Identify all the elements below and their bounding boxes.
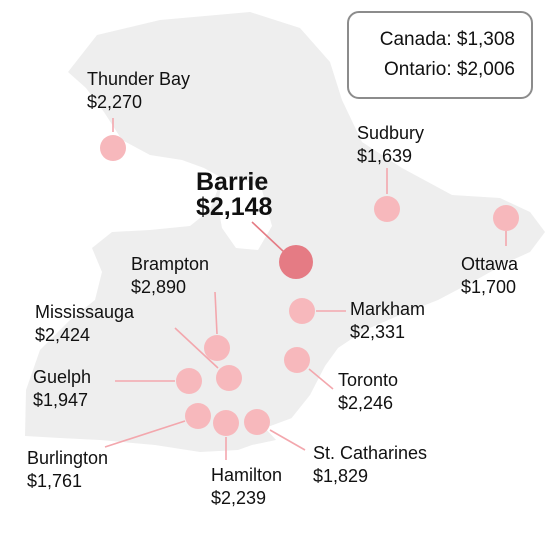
city-name: Mississauga xyxy=(35,302,135,322)
label-markham: Markham $2,331 xyxy=(350,298,425,344)
leader-line-burlington xyxy=(104,420,186,448)
city-rent: $2,424 xyxy=(35,325,91,345)
city-name: Toronto xyxy=(338,370,399,390)
city-name: Markham xyxy=(350,299,426,319)
leader-line-brampton xyxy=(214,291,218,335)
city-dot-guelph xyxy=(176,368,202,394)
label-burlington: Burlington $1,761 xyxy=(27,447,108,493)
city-rent: $1,700 xyxy=(461,277,517,297)
city-name: Barrie xyxy=(196,168,269,196)
city-rent: $1,947 xyxy=(33,390,89,410)
label-mississauga: Mississauga $2,424 xyxy=(35,301,134,347)
city-rent: $2,246 xyxy=(338,393,394,413)
city-name: Ottawa xyxy=(461,254,519,274)
city-name: Brampton xyxy=(131,254,210,274)
label-sudbury: Sudbury $1,639 xyxy=(357,122,424,168)
canada-average-text: Canada: $1,308 xyxy=(379,29,515,50)
summary-box: Canada: $1,308 Ontario: $2,006 xyxy=(347,11,533,99)
city-rent: $1,829 xyxy=(313,466,369,486)
label-toronto: Toronto $2,246 xyxy=(338,369,398,415)
city-rent: $2,239 xyxy=(211,488,267,508)
city-dot-toronto xyxy=(284,347,310,373)
leader-line-toronto xyxy=(308,368,334,390)
city-rent: $1,639 xyxy=(357,146,413,166)
city-name: Hamilton xyxy=(211,465,283,485)
city-dot-ottawa xyxy=(493,205,519,231)
label-hamilton: Hamilton $2,239 xyxy=(211,464,282,510)
ontario-land-shape xyxy=(25,12,545,452)
city-dot-thunder-bay xyxy=(100,135,126,161)
city-rent: $2,148 xyxy=(196,193,273,221)
label-ottawa: Ottawa $1,700 xyxy=(461,253,518,299)
city-dot-mississauga xyxy=(216,365,242,391)
city-dot-sudbury xyxy=(374,196,400,222)
georgian-bay-shape xyxy=(218,176,272,250)
leader-line-st-catharines xyxy=(269,429,306,451)
label-thunder-bay: Thunder Bay $2,270 xyxy=(87,68,190,114)
city-dot-burlington xyxy=(185,403,211,429)
label-st-catharines: St. Catharines $1,829 xyxy=(313,442,427,488)
ontario-average-text: Ontario: $2,006 xyxy=(384,59,515,80)
city-name: Guelph xyxy=(33,367,92,387)
label-barrie: Barrie $2,148 xyxy=(196,170,272,220)
city-name: Sudbury xyxy=(357,123,425,143)
city-rent: $2,331 xyxy=(350,322,406,342)
city-rent: $2,890 xyxy=(131,277,187,297)
leader-lines xyxy=(104,118,507,460)
city-dot-markham xyxy=(289,298,315,324)
city-dots xyxy=(100,135,519,436)
city-dot-st-catharines xyxy=(244,409,270,435)
city-dot-hamilton xyxy=(213,410,239,436)
leader-line-mississauga xyxy=(174,327,219,369)
city-dot-barrie xyxy=(279,245,313,279)
city-name: St. Catharines xyxy=(313,443,428,463)
label-brampton: Brampton $2,890 xyxy=(131,253,209,299)
label-guelph: Guelph $1,947 xyxy=(33,366,91,412)
city-dot-brampton xyxy=(204,335,230,361)
city-name: Thunder Bay xyxy=(87,69,191,89)
leader-line-barrie xyxy=(251,221,285,253)
city-rent: $2,270 xyxy=(87,92,143,112)
city-rent: $1,761 xyxy=(27,471,83,491)
city-name: Burlington xyxy=(27,448,109,468)
